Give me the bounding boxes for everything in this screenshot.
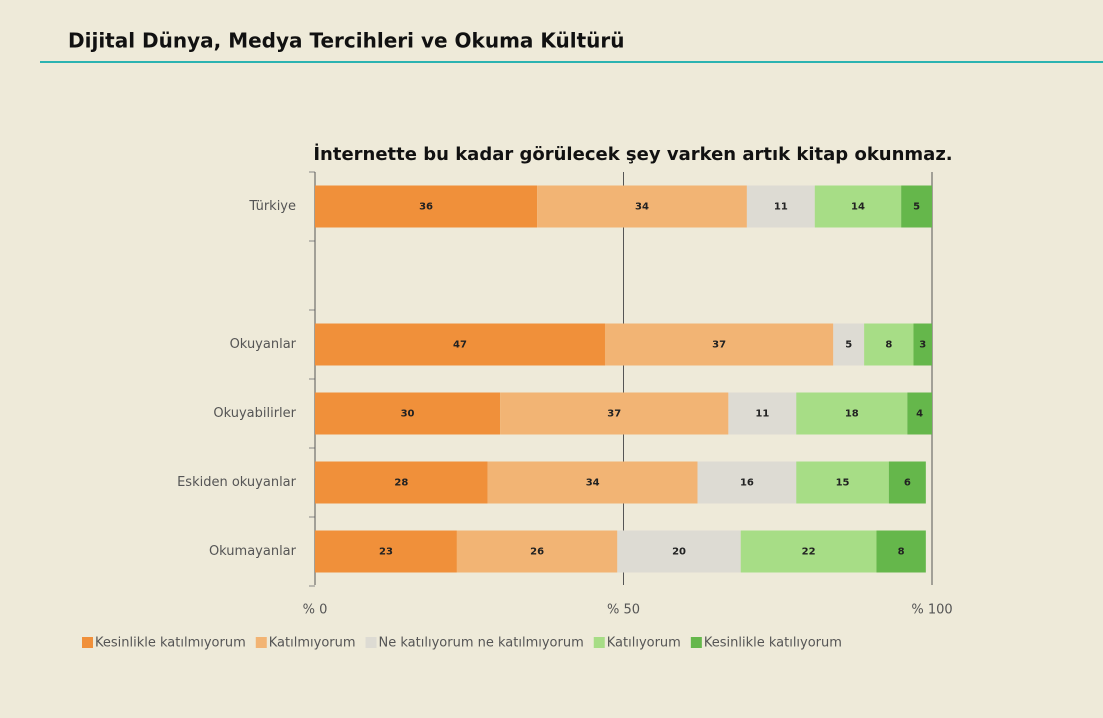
bar-segment	[456, 530, 618, 573]
bar-segment	[500, 392, 729, 435]
data-label: 8	[885, 340, 892, 351]
bar-segment	[796, 392, 908, 435]
legend-label: Ne katılıyorum ne katılmıyorum	[379, 636, 584, 651]
data-label: 4	[916, 409, 923, 420]
bar-segment	[907, 392, 932, 435]
legend-label: Katılıyorum	[607, 636, 681, 651]
bar-segment	[315, 392, 501, 435]
bar-segment	[746, 185, 815, 228]
data-label: 34	[586, 478, 600, 489]
data-label: 47	[453, 340, 467, 351]
page-title: Dijital Dünya, Medya Tercihleri ve Okuma…	[68, 29, 625, 53]
bar-segment	[833, 323, 865, 366]
bar-segment	[728, 392, 797, 435]
legend-label: Kesinlikle katılıyorum	[704, 636, 842, 651]
y-tick-label: Okuyanlar	[230, 337, 297, 352]
bar-segment	[537, 185, 747, 228]
y-tick-label: Türkiye	[248, 199, 296, 214]
data-label: 6	[904, 478, 911, 489]
bar-segment	[740, 530, 877, 573]
bar-segment	[888, 461, 926, 504]
x-tick-label: % 50	[607, 603, 640, 618]
data-label: 11	[774, 202, 788, 213]
bar-segment	[864, 323, 914, 366]
bar-segment	[487, 461, 698, 504]
legend-swatch	[365, 637, 377, 648]
bar-segment	[315, 461, 488, 504]
data-label: 37	[607, 409, 621, 420]
legend-swatch	[255, 637, 267, 648]
bar-segment	[315, 185, 538, 228]
data-label: 26	[530, 547, 544, 558]
bar-segment	[814, 185, 902, 228]
data-label: 18	[845, 409, 859, 420]
data-label: 15	[836, 478, 850, 489]
data-label: 5	[913, 202, 920, 213]
data-label: 14	[851, 202, 865, 213]
data-label: 20	[672, 547, 686, 558]
data-label: 34	[635, 202, 649, 213]
bar-segment	[315, 323, 605, 366]
data-label: 3	[919, 340, 926, 351]
y-tick-label: Okumayanlar	[209, 544, 297, 559]
x-tick-label: % 100	[911, 603, 952, 618]
legend-label: Kesinlikle katılmıyorum	[95, 636, 246, 651]
data-label: 36	[419, 202, 433, 213]
legend-swatch	[82, 637, 93, 648]
chart-title: İnternette bu kadar görülecek şey varken…	[313, 143, 952, 165]
data-label: 23	[379, 547, 393, 558]
data-label: 11	[755, 409, 769, 420]
legend-label: Katılmıyorum	[269, 636, 356, 651]
data-label: 16	[740, 478, 754, 489]
data-label: 22	[802, 547, 816, 558]
y-tick-label: Okuyabilirler	[213, 406, 296, 421]
data-label: 37	[712, 340, 726, 351]
bar-segment	[315, 530, 457, 573]
data-label: 30	[401, 409, 415, 420]
legend-swatch	[593, 637, 605, 648]
bar-segment	[697, 461, 797, 504]
data-label: 28	[394, 478, 408, 489]
bar-segment	[604, 323, 834, 366]
x-tick-label: % 0	[303, 603, 328, 618]
y-tick-label: Eskiden okuyanlar	[177, 475, 297, 490]
bar-segment	[901, 185, 932, 228]
bar-segment	[617, 530, 741, 573]
bar-segment	[913, 323, 932, 366]
bar-segment	[876, 530, 926, 573]
data-label: 8	[898, 547, 905, 558]
data-label: 5	[845, 340, 852, 351]
legend-swatch	[690, 637, 702, 648]
bar-segment	[796, 461, 889, 504]
